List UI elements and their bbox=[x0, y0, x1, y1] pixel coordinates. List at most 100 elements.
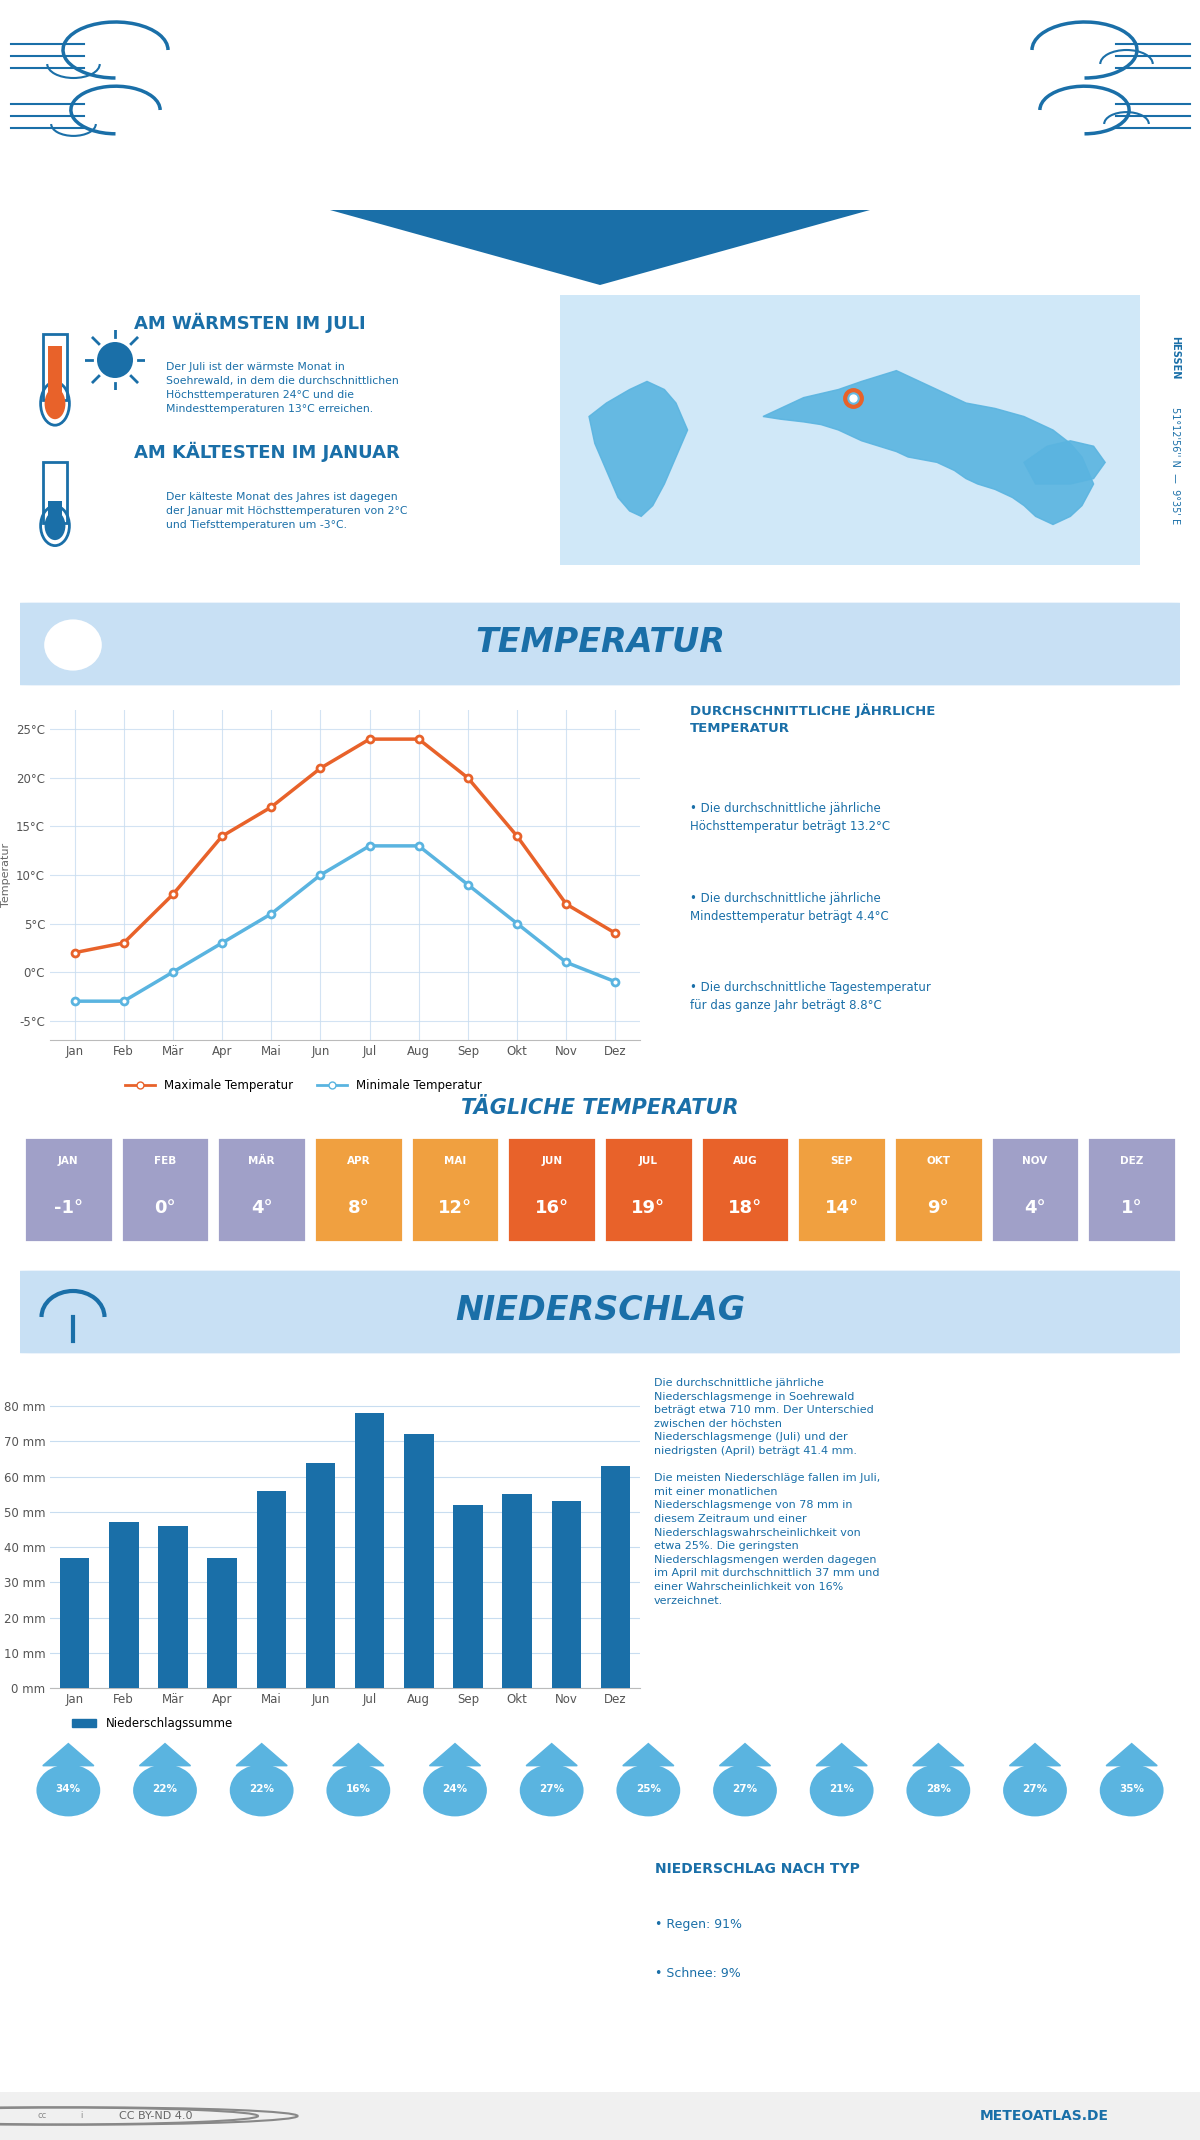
Text: -1°: -1° bbox=[54, 1198, 83, 1218]
Text: JUN: JUN bbox=[542, 1828, 562, 1836]
Text: NIEDERSCHLAGSWAHRSCHEINLICHKEIT: NIEDERSCHLAGSWAHRSCHEINLICHKEIT bbox=[446, 1725, 754, 1738]
Polygon shape bbox=[330, 210, 870, 285]
Text: FEB: FEB bbox=[155, 1828, 175, 1836]
FancyBboxPatch shape bbox=[314, 1136, 403, 1243]
Ellipse shape bbox=[810, 1763, 874, 1817]
Text: 22%: 22% bbox=[250, 1785, 274, 1793]
Ellipse shape bbox=[133, 1763, 197, 1817]
Polygon shape bbox=[816, 1744, 868, 1766]
Bar bbox=[257, 1492, 286, 1688]
Text: 51°12'56'' N  —  9°35' E: 51°12'56'' N — 9°35' E bbox=[1170, 407, 1180, 524]
Text: 22%: 22% bbox=[152, 1785, 178, 1793]
Text: 8°: 8° bbox=[348, 1198, 370, 1218]
Circle shape bbox=[44, 618, 102, 670]
Text: 28%: 28% bbox=[926, 1785, 950, 1793]
Text: NOV: NOV bbox=[1022, 1156, 1048, 1166]
Bar bbox=[454, 1504, 482, 1688]
Polygon shape bbox=[1106, 1744, 1157, 1766]
Polygon shape bbox=[526, 1744, 577, 1766]
Text: 21%: 21% bbox=[829, 1785, 854, 1793]
Text: 16°: 16° bbox=[535, 1198, 569, 1218]
Polygon shape bbox=[43, 1744, 94, 1766]
Y-axis label: Temperatur: Temperatur bbox=[0, 843, 11, 907]
FancyBboxPatch shape bbox=[701, 1136, 790, 1243]
Text: MAI: MAI bbox=[444, 1156, 466, 1166]
Text: • Die durchschnittliche Tagestemperatur
für das ganze Jahr beträgt 8.8°C: • Die durchschnittliche Tagestemperatur … bbox=[690, 980, 931, 1012]
Circle shape bbox=[44, 387, 66, 419]
Ellipse shape bbox=[326, 1763, 390, 1817]
Circle shape bbox=[46, 621, 100, 670]
Legend: Maximale Temperatur, Minimale Temperatur: Maximale Temperatur, Minimale Temperatur bbox=[121, 1074, 487, 1098]
Bar bbox=[48, 347, 62, 400]
Text: 0°: 0° bbox=[154, 1198, 176, 1218]
Ellipse shape bbox=[713, 1763, 776, 1817]
Polygon shape bbox=[430, 1744, 480, 1766]
Text: NIEDERSCHLAG NACH TYP: NIEDERSCHLAG NACH TYP bbox=[655, 1862, 860, 1877]
FancyBboxPatch shape bbox=[508, 1136, 596, 1243]
Ellipse shape bbox=[1003, 1763, 1067, 1817]
Polygon shape bbox=[589, 381, 688, 516]
Bar bbox=[48, 501, 62, 522]
Text: 27%: 27% bbox=[1022, 1785, 1048, 1793]
Text: 25%: 25% bbox=[636, 1785, 661, 1793]
FancyBboxPatch shape bbox=[990, 1136, 1080, 1243]
Bar bbox=[158, 1526, 187, 1688]
Text: 34%: 34% bbox=[55, 1785, 80, 1793]
Ellipse shape bbox=[229, 1763, 294, 1817]
Text: SEP: SEP bbox=[830, 1156, 853, 1166]
FancyBboxPatch shape bbox=[894, 1136, 983, 1243]
Text: 18°: 18° bbox=[728, 1198, 762, 1218]
Polygon shape bbox=[1009, 1744, 1061, 1766]
Text: AM WÄRMSTEN IM JULI: AM WÄRMSTEN IM JULI bbox=[134, 312, 366, 334]
Text: AUG: AUG bbox=[733, 1828, 756, 1836]
Text: TEMPERATUR: TEMPERATUR bbox=[475, 625, 725, 659]
Text: Die durchschnittliche jährliche
Niederschlagsmenge in Soehrewald
beträgt etwa 71: Die durchschnittliche jährliche Niedersc… bbox=[654, 1378, 881, 1605]
Text: TÄGLICHE TEMPERATUR: TÄGLICHE TEMPERATUR bbox=[461, 1098, 739, 1117]
Bar bbox=[43, 462, 67, 522]
Bar bbox=[109, 1522, 138, 1688]
Text: JUN: JUN bbox=[541, 1156, 563, 1166]
Text: HESSEN: HESSEN bbox=[1170, 336, 1180, 379]
FancyBboxPatch shape bbox=[217, 1136, 306, 1243]
Text: NOV: NOV bbox=[1024, 1828, 1046, 1836]
Text: DEZ: DEZ bbox=[1121, 1828, 1142, 1836]
Bar bbox=[355, 1412, 384, 1688]
Text: 27%: 27% bbox=[732, 1785, 757, 1793]
Text: 35%: 35% bbox=[1120, 1785, 1144, 1793]
Text: JUL: JUL bbox=[640, 1828, 658, 1836]
Text: MÄR: MÄR bbox=[248, 1156, 275, 1166]
FancyBboxPatch shape bbox=[8, 1271, 1192, 1352]
Text: 4°: 4° bbox=[251, 1198, 272, 1218]
Text: 24%: 24% bbox=[443, 1785, 468, 1793]
Polygon shape bbox=[236, 1744, 287, 1766]
Text: Der Juli ist der wärmste Monat in
Soehrewald, in dem die durchschnittlichen
Höch: Der Juli ist der wärmste Monat in Soehre… bbox=[166, 362, 398, 415]
Text: APR: APR bbox=[347, 1156, 370, 1166]
Text: DEZ: DEZ bbox=[1120, 1156, 1144, 1166]
Ellipse shape bbox=[617, 1763, 680, 1817]
FancyBboxPatch shape bbox=[120, 1136, 210, 1243]
Bar bbox=[503, 1494, 532, 1688]
Bar bbox=[552, 1502, 581, 1688]
Bar bbox=[306, 1462, 335, 1688]
Bar bbox=[208, 1558, 236, 1688]
Text: SOEHREWALD: SOEHREWALD bbox=[403, 56, 797, 105]
Text: cc: cc bbox=[37, 2112, 47, 2121]
Text: METEOATLAS.DE: METEOATLAS.DE bbox=[979, 2110, 1109, 2123]
Bar bbox=[43, 334, 67, 400]
Text: i: i bbox=[80, 2112, 83, 2121]
Bar bbox=[601, 1466, 630, 1688]
Text: AM KÄLTESTEN IM JANUAR: AM KÄLTESTEN IM JANUAR bbox=[134, 443, 400, 462]
Text: 14°: 14° bbox=[824, 1198, 859, 1218]
Text: OKT: OKT bbox=[926, 1156, 950, 1166]
FancyBboxPatch shape bbox=[604, 1136, 692, 1243]
Text: 16%: 16% bbox=[346, 1785, 371, 1793]
Bar bbox=[404, 1434, 433, 1688]
Legend: Niederschlagssumme: Niederschlagssumme bbox=[67, 1712, 238, 1736]
FancyBboxPatch shape bbox=[410, 1136, 499, 1243]
Text: AUG: AUG bbox=[733, 1156, 757, 1166]
Ellipse shape bbox=[424, 1763, 487, 1817]
Text: 19°: 19° bbox=[631, 1198, 665, 1218]
Ellipse shape bbox=[36, 1763, 101, 1817]
Polygon shape bbox=[913, 1744, 964, 1766]
Circle shape bbox=[44, 511, 66, 539]
